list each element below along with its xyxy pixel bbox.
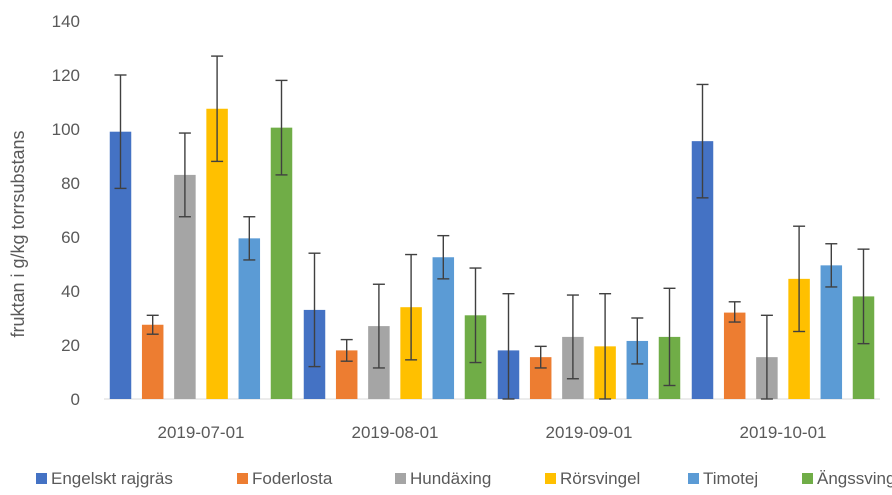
bar bbox=[788, 278, 810, 399]
error-bar bbox=[728, 301, 741, 323]
legend-label: Foderlosta bbox=[252, 469, 333, 488]
bar bbox=[238, 238, 261, 399]
bar bbox=[141, 324, 164, 399]
bar bbox=[723, 312, 746, 399]
error-bar bbox=[631, 317, 644, 365]
y-tick-label: 140 bbox=[52, 12, 80, 31]
y-tick-label: 0 bbox=[71, 390, 80, 409]
error-bar bbox=[243, 216, 256, 261]
error-bar bbox=[178, 132, 191, 218]
error-bar bbox=[114, 74, 127, 190]
error-bar bbox=[760, 314, 773, 400]
bar bbox=[206, 108, 228, 399]
y-axis-title: fruktan i g/kg torrsubstans bbox=[8, 130, 28, 337]
legend-swatch bbox=[545, 473, 556, 484]
x-axis-tick-labels: 2019-07-01 2019-08-01 2019-09-01 2019-10-01 bbox=[158, 423, 827, 442]
y-tick-label: 40 bbox=[61, 282, 80, 301]
legend-swatch bbox=[802, 473, 813, 484]
legend-label: Rörsvingel bbox=[560, 469, 640, 488]
x-tick-label: 2019-10-01 bbox=[740, 423, 827, 442]
error-bar bbox=[663, 287, 676, 387]
legend-item: Engelskt rajgräs bbox=[36, 469, 173, 488]
y-tick-label: 20 bbox=[61, 336, 80, 355]
legend-label: Timotej bbox=[703, 469, 758, 488]
bar-series-group bbox=[109, 108, 875, 400]
legend-item: Hundäxing bbox=[395, 469, 491, 488]
y-tick-label: 60 bbox=[61, 228, 80, 247]
error-bar bbox=[146, 314, 159, 335]
error-bar bbox=[308, 252, 321, 368]
bar bbox=[432, 257, 455, 399]
bar bbox=[270, 127, 293, 400]
error-bar bbox=[469, 267, 482, 364]
error-bar bbox=[857, 248, 870, 345]
y-tick-label: 100 bbox=[52, 120, 80, 139]
legend-swatch bbox=[395, 473, 406, 484]
error-bar bbox=[405, 253, 418, 361]
x-tick-label: 2019-09-01 bbox=[546, 423, 633, 442]
y-tick-label: 80 bbox=[61, 174, 80, 193]
bar bbox=[109, 131, 132, 399]
error-bar bbox=[340, 338, 353, 362]
error-bar bbox=[437, 234, 450, 280]
error-bars-group bbox=[114, 55, 870, 400]
error-bar bbox=[566, 294, 579, 380]
legend-swatch bbox=[36, 473, 47, 484]
legend: Engelskt rajgräs Foderlosta Hundäxing Rörsv… bbox=[36, 469, 892, 488]
error-bar bbox=[502, 293, 515, 400]
x-tick-label: 2019-08-01 bbox=[352, 423, 439, 442]
legend-swatch bbox=[237, 473, 248, 484]
x-tick-label: 2019-07-01 bbox=[158, 423, 245, 442]
error-bar bbox=[372, 283, 385, 369]
bar bbox=[852, 296, 875, 399]
error-bar bbox=[211, 55, 224, 163]
legend-label: Hundäxing bbox=[410, 469, 491, 488]
y-axis-tick-labels: 0 20 40 60 80 100 120 140 bbox=[52, 12, 80, 409]
error-bar bbox=[825, 243, 838, 288]
legend-item: Foderlosta bbox=[237, 469, 333, 488]
legend-item: Timotej bbox=[688, 469, 758, 488]
y-tick-label: 120 bbox=[52, 66, 80, 85]
bar bbox=[626, 340, 649, 399]
bar bbox=[691, 141, 714, 399]
error-bar bbox=[696, 83, 709, 199]
error-bar bbox=[534, 345, 547, 369]
legend-item: Rörsvingel bbox=[545, 469, 640, 488]
error-bar bbox=[599, 293, 612, 400]
bar bbox=[174, 174, 196, 399]
legend-item: Ängssvingel bbox=[802, 469, 892, 488]
error-bar bbox=[275, 79, 288, 176]
legend-label: Ängssvingel bbox=[817, 469, 892, 488]
bar bbox=[820, 265, 843, 399]
legend-label: Engelskt rajgräs bbox=[51, 469, 173, 488]
bar bbox=[335, 350, 358, 399]
error-bar bbox=[793, 225, 806, 333]
legend-swatch bbox=[688, 473, 699, 484]
